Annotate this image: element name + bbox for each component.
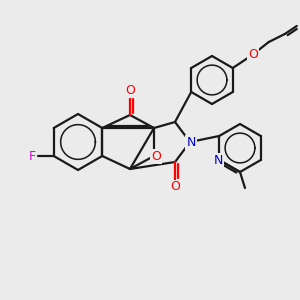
Text: O: O (170, 181, 180, 194)
Text: O: O (151, 149, 161, 163)
Text: F: F (29, 149, 36, 163)
Text: O: O (248, 47, 258, 61)
Text: O: O (125, 83, 135, 97)
Text: N: N (186, 136, 196, 148)
Text: N: N (214, 154, 223, 166)
